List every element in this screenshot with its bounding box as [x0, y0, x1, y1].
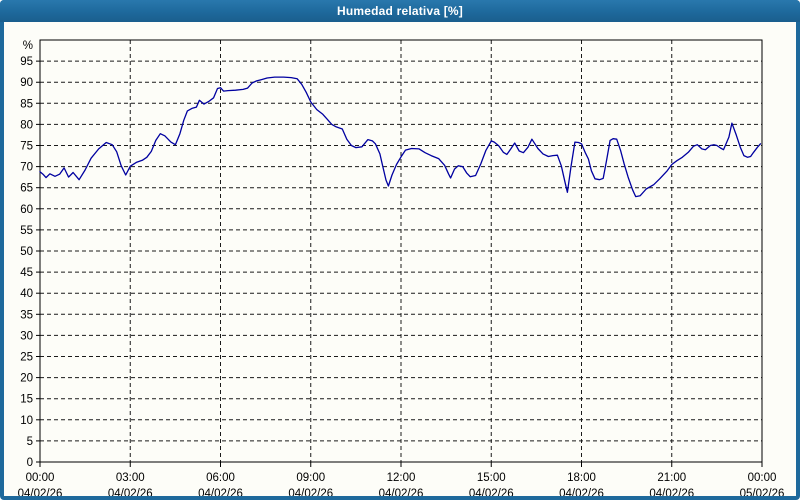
y-tick-label: 75 — [20, 141, 33, 153]
y-tick-label: 80 — [20, 119, 33, 131]
chart-area: 0 5 10 15 20 25 30 35 40 45 50 55 60 65 70 75 80 85 90 95% 0… — [4, 22, 796, 496]
y-tick-label: 45 — [20, 267, 33, 279]
y-tick-label: 20 — [20, 373, 33, 385]
x-tick-time-label: 00:00 — [26, 472, 55, 484]
y-tick-label: 90 — [20, 77, 33, 89]
y-tick-label: 30 — [20, 330, 33, 342]
x-tick-date-label: 04/02/26 — [559, 488, 604, 496]
x-tick-time-label: 15:00 — [477, 472, 506, 484]
y-tick-label: 40 — [20, 288, 33, 300]
x-tick-time-label: 21:00 — [657, 472, 686, 484]
x-tick-time-label: 06:00 — [206, 472, 235, 484]
y-tick-label: 15 — [20, 394, 33, 406]
x-tick-date-label: 04/02/26 — [379, 488, 424, 496]
y-tick-label: 70 — [20, 162, 33, 174]
x-tick-date-label: 04/02/26 — [18, 488, 63, 496]
window-title: Humedad relativa [%] — [336, 4, 464, 18]
y-tick-label: 95 — [20, 56, 33, 68]
y-tick-label: 35 — [20, 309, 33, 321]
y-tick-label: 65 — [20, 183, 33, 195]
humidity-line — [39, 76, 762, 198]
x-tick-date-label: 04/02/26 — [198, 488, 243, 496]
y-tick-label: 0 — [27, 457, 33, 469]
y-tick-label: 85 — [20, 98, 33, 110]
x-tick-date-label: 04/02/26 — [649, 488, 694, 496]
y-tick-label: 25 — [20, 352, 33, 364]
x-tick-date-label: 05/02/26 — [740, 488, 785, 496]
y-tick-label: 60 — [20, 204, 33, 216]
x-tick-time-label: 00:00 — [748, 472, 777, 484]
x-tick-date-label: 04/02/26 — [288, 488, 333, 496]
y-axis-unit-label: % — [23, 40, 33, 52]
x-tick-time-label: 03:00 — [116, 472, 145, 484]
x-tick-date-label: 04/02/26 — [108, 488, 153, 496]
y-tick-label: 5 — [27, 436, 33, 448]
x-tick-date-label: 04/02/26 — [469, 488, 514, 496]
y-tick-label: 50 — [20, 246, 33, 258]
x-tick-time-label: 09:00 — [296, 472, 325, 484]
humidity-trend-chart[interactable]: 0 5 10 15 20 25 30 35 40 45 50 55 60 65 70 75 80 85 90 95% 0… — [4, 22, 796, 496]
y-tick-label: 10 — [20, 415, 33, 427]
x-tick-time-label: 12:00 — [387, 472, 416, 484]
title-bar[interactable]: Humedad relativa [%] — [0, 0, 800, 22]
x-tick-time-label: 18:00 — [567, 472, 596, 484]
y-tick-label: 55 — [20, 225, 33, 237]
